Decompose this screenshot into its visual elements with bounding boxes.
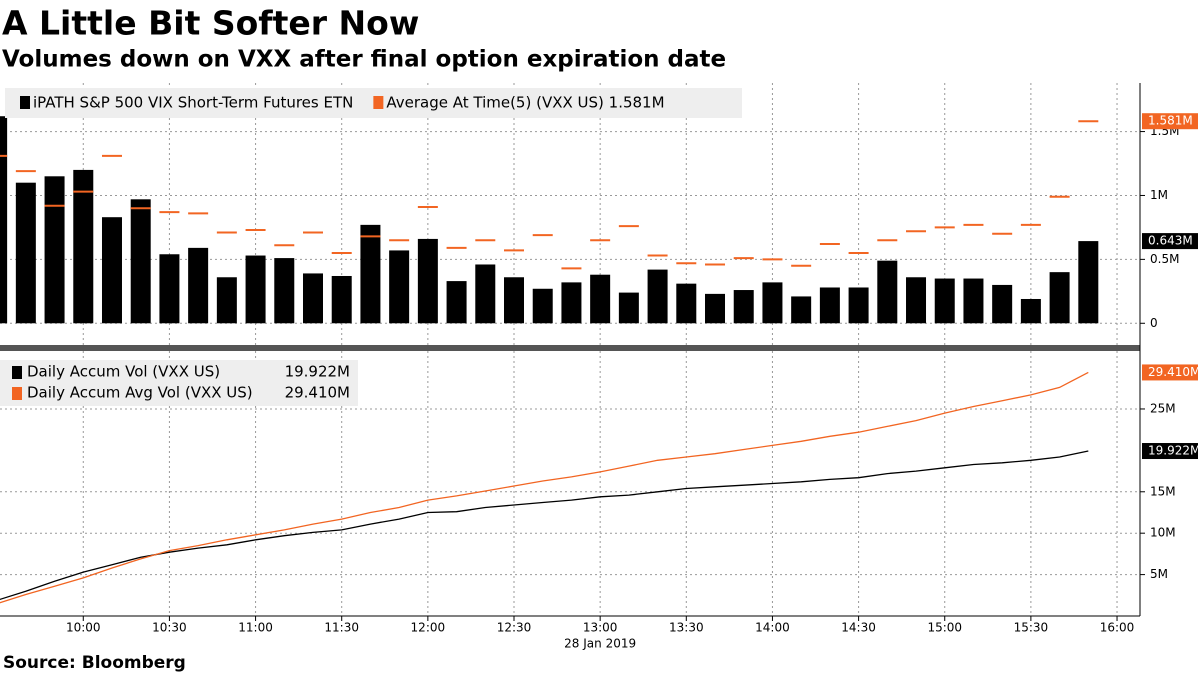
bar [1020,298,1041,324]
y-tick-label: 15M [1150,484,1176,498]
x-tick-label: 10:00 [66,621,101,635]
bar [1078,241,1099,324]
bar [561,282,582,324]
end-label: 0.643M [1148,234,1193,248]
bar [791,296,812,324]
end-label: 19.922M [1148,444,1200,458]
legend-swatch [20,96,30,109]
legend-label: iPATH S&P 500 VIX Short-Term Futures ETN [33,94,353,112]
bar [417,238,438,324]
x-tick-label: 13:30 [669,621,704,635]
bar [532,288,553,324]
legend-swatch [12,387,22,400]
legend-swatch [12,366,22,379]
x-tick-label: 15:30 [1014,621,1049,635]
source: Source: Bloomberg [3,653,186,673]
bar [216,277,237,324]
x-tick-label: 11:30 [324,621,359,635]
bar [302,273,323,324]
bar [360,224,381,324]
bar [676,283,697,324]
legend-bg [0,360,358,406]
bar [15,182,36,324]
x-tick-label: 14:30 [841,621,876,635]
x-tick-label: 11:00 [238,621,273,635]
line [0,450,1089,601]
bar [159,254,180,324]
legend-value: 19.922M [285,363,350,381]
bar [245,255,266,324]
bar [1049,272,1070,324]
y-tick-label: 25M [1150,401,1176,415]
y-tick-label: 1M [1150,188,1168,202]
bar [590,274,611,324]
end-label: 1.581M [1148,114,1193,128]
bar [101,217,122,324]
y-tick-label: 10M [1150,526,1176,540]
plot-area [0,351,1140,616]
bar [130,199,151,324]
bar [389,250,410,324]
bar [0,116,8,324]
y-tick-label: 5M [1150,567,1168,581]
bar [647,269,668,324]
x-tick-label: 14:00 [755,621,790,635]
bar [762,282,783,324]
end-label: 29.410M [1148,365,1200,379]
end-label-box [1142,233,1198,250]
bar [44,176,65,324]
x-tick-label: 16:00 [1100,621,1135,635]
subtitle: Volumes down on VXX after final option e… [2,47,726,73]
bar [963,278,984,324]
plot-area [0,83,1140,345]
y-tick-label: 0.5M [1150,252,1179,266]
bar [274,258,295,324]
legend-value: 29.410M [285,384,350,402]
bar [819,287,840,324]
title: A Little Bit Softer Now [2,4,419,43]
panel-divider [0,345,1140,351]
x-tick-label: 12:30 [497,621,532,635]
end-label-box [1142,443,1198,460]
legend-label: Daily Accum Avg Vol (VXX US) [27,384,253,402]
bar [475,264,496,324]
bar [73,169,94,324]
end-label-box [1142,364,1198,381]
bar [188,247,209,324]
bar [877,260,898,324]
legend-swatch [373,96,384,109]
line [0,371,1089,604]
bar [934,278,955,324]
bar [705,293,726,324]
legend-label: Average At Time(5) (VXX US) 1.581M [386,94,664,112]
bar [848,287,869,324]
x-tick-label: 15:00 [927,621,962,635]
legend-label: Daily Accum Vol (VXX US) [27,363,220,381]
bar [906,277,927,324]
bar [331,275,352,324]
x-tick-label: 10:30 [152,621,187,635]
x-tick-label: 13:00 [583,621,618,635]
bar [504,277,525,324]
end-label-box [1142,113,1198,130]
x-axis-label: 28 Jan 2019 [564,637,636,651]
bar [733,290,754,324]
bar [446,281,467,324]
x-tick-label: 12:00 [411,621,446,635]
y-tick-label: 0 [1150,316,1158,330]
bar [618,292,639,324]
bar [992,284,1013,324]
